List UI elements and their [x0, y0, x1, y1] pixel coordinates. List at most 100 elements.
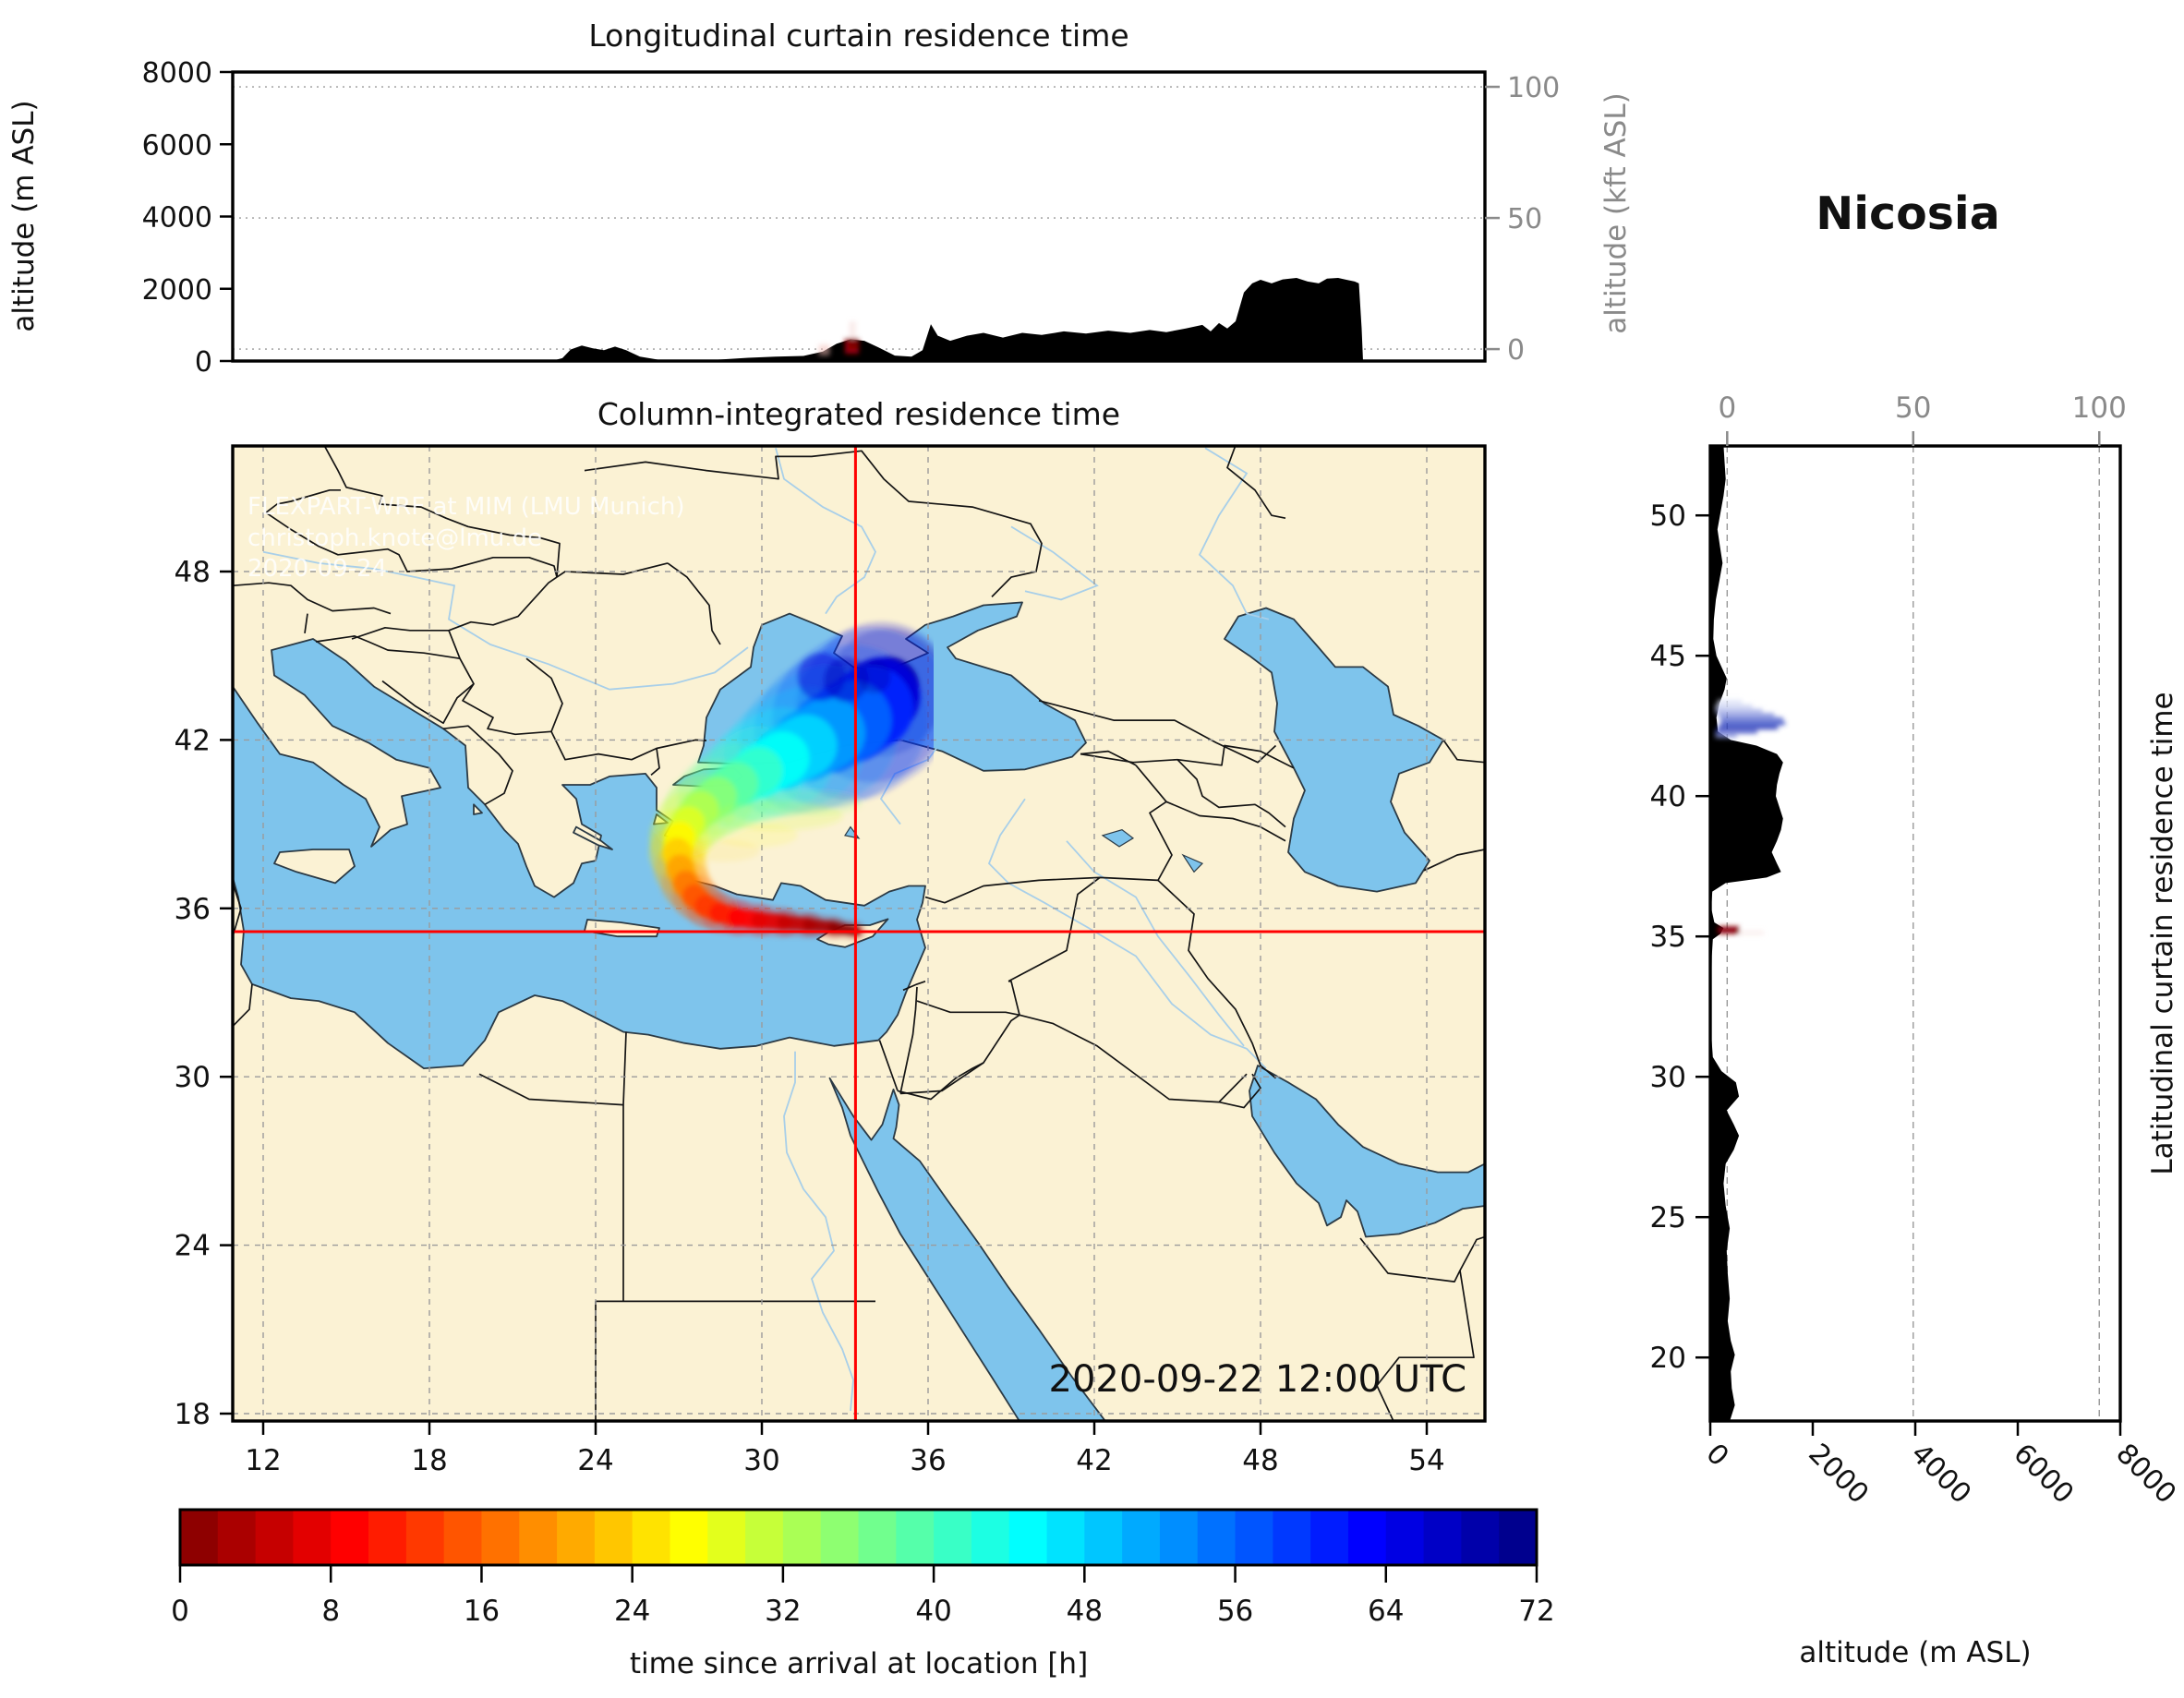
country-border	[902, 980, 926, 992]
colorbar-segment	[180, 1510, 219, 1565]
colorbar-tick-label: 72	[1518, 1595, 1554, 1628]
colorbar-segment	[820, 1510, 860, 1565]
right-ytick-label: 35	[1650, 921, 1686, 954]
right-ytick-label: 30	[1650, 1061, 1686, 1094]
country-border	[525, 657, 563, 732]
colorbar-segment	[971, 1510, 1010, 1565]
top-ylabel-right: altitude (kft ASL)	[1599, 92, 1633, 333]
colorbar-label: time since arrival at location [h]	[630, 1647, 1088, 1680]
map-xtick-group: 12 18 24 30 36 42 48 54	[245, 1421, 1445, 1477]
map-xtick-label: 42	[1076, 1444, 1112, 1477]
country-border	[878, 1040, 899, 1091]
country-border	[1423, 849, 1485, 872]
station-title: Nicosia	[1816, 187, 2000, 240]
colorbar-segment	[1159, 1510, 1199, 1565]
map-xtick-label: 30	[743, 1444, 779, 1477]
lake-polygon	[1101, 829, 1135, 848]
sea-polygon	[1249, 1065, 1485, 1238]
map-xtick-label: 54	[1408, 1444, 1444, 1477]
map-country-borders	[233, 446, 1485, 1421]
map-ytick-group: 18 24 30 36 42 48	[175, 556, 233, 1431]
right-residence-cell	[1715, 729, 1758, 734]
watermark-line-1: FLEXPART-WRF at MIM (LMU Munich)	[247, 493, 685, 521]
top-terrain-silhouette	[233, 278, 1485, 361]
right-residence-cell	[1718, 726, 1779, 729]
right-kft-gridlines	[1726, 446, 2100, 1421]
colorbar-tick-label: 8	[321, 1595, 340, 1628]
right-ytick-group: 20 25 30 35 40 45 50	[1650, 500, 1710, 1375]
top-kft-gridlines	[233, 86, 1485, 350]
country-border	[233, 983, 253, 1028]
colorbar-segment	[368, 1510, 407, 1565]
top-residence-cell	[818, 344, 830, 356]
right-residence-cell	[1715, 734, 1737, 738]
country-border	[448, 630, 707, 761]
trajectory-plume	[648, 621, 956, 941]
top-kft-tick-label: 50	[1507, 203, 1542, 235]
colorbar-segment	[405, 1510, 445, 1565]
lake-polygon	[1181, 853, 1204, 873]
river-line	[1198, 447, 1270, 620]
river-line	[783, 1051, 854, 1412]
top-ytick-label: 2000	[142, 274, 212, 307]
country-border	[233, 883, 242, 937]
country-border	[667, 562, 721, 645]
right-ytick-label: 25	[1650, 1201, 1686, 1234]
right-xtick-label: 0	[1699, 1438, 1734, 1473]
top-ytick-group: 0 2000 4000 6000 8000	[142, 57, 233, 379]
top-ylabel: altitude (m ASL)	[7, 100, 41, 331]
right-xtick-label: 4000	[1904, 1438, 1977, 1511]
country-border	[1080, 744, 1295, 769]
country-border	[1008, 980, 1020, 1016]
right-residence-cell	[1720, 721, 1786, 726]
sea-polygon	[1224, 607, 1444, 893]
country-border	[897, 1062, 984, 1101]
right-terrain-silhouette	[1710, 445, 1783, 1422]
country-border	[1019, 1014, 1248, 1103]
right-ytick-label: 20	[1650, 1342, 1686, 1375]
top-residence-cells	[818, 320, 859, 356]
colorbar-tick-label: 40	[915, 1595, 951, 1628]
watermark-line-2: christoph.knote@lmu.de	[247, 524, 542, 552]
top-ytick-label: 0	[195, 346, 212, 379]
country-border	[650, 748, 660, 777]
colorbar-segment	[896, 1510, 935, 1565]
colorbar-segment	[745, 1510, 784, 1565]
top-ytick-label: 4000	[142, 202, 212, 235]
top-residence-cell	[849, 320, 856, 339]
country-border	[1442, 739, 1485, 764]
colorbar-segment	[858, 1510, 897, 1565]
colorbar-tick-label: 48	[1067, 1595, 1103, 1628]
map-ytick-label: 48	[175, 556, 211, 589]
colorbar-segment	[481, 1510, 520, 1565]
country-border	[323, 446, 561, 578]
plume-wisp	[686, 839, 760, 862]
country-border	[1176, 759, 1286, 828]
top-residence-cell	[849, 341, 858, 349]
colorbar-segment	[707, 1510, 746, 1565]
right-ytick-label: 45	[1650, 640, 1686, 673]
colorbar-segment	[1310, 1510, 1349, 1565]
map-datetime-label: 2020-09-22 12:00 UTC	[1049, 1358, 1466, 1401]
map-frame	[231, 444, 1487, 1423]
top-ytick-label: 6000	[142, 129, 212, 162]
colorbar-segment	[670, 1510, 708, 1565]
colorbar-segment	[217, 1510, 257, 1565]
colorbar-segment	[594, 1510, 633, 1565]
right-residence-cell	[1718, 700, 1743, 704]
country-border	[265, 512, 558, 578]
right-xtick-group: 0 2000 4000 6000 8000	[1699, 1421, 2182, 1511]
colorbar-segment	[934, 1510, 972, 1565]
right-xtick-label: 8000	[2109, 1438, 2182, 1511]
right-residence-cell	[1718, 713, 1775, 717]
map-title: Column-integrated residence time	[597, 396, 1120, 432]
right-xtick-label: 2000	[1802, 1438, 1875, 1511]
right-ytick-label: 50	[1650, 500, 1686, 533]
right-xlabel: altitude (m ASL)	[1799, 1636, 2031, 1669]
colorbar-tick-label: 32	[765, 1595, 801, 1628]
colorbar-segment	[1008, 1510, 1048, 1565]
colorbar-segment	[1197, 1510, 1237, 1565]
colorbar-segment	[443, 1510, 483, 1565]
